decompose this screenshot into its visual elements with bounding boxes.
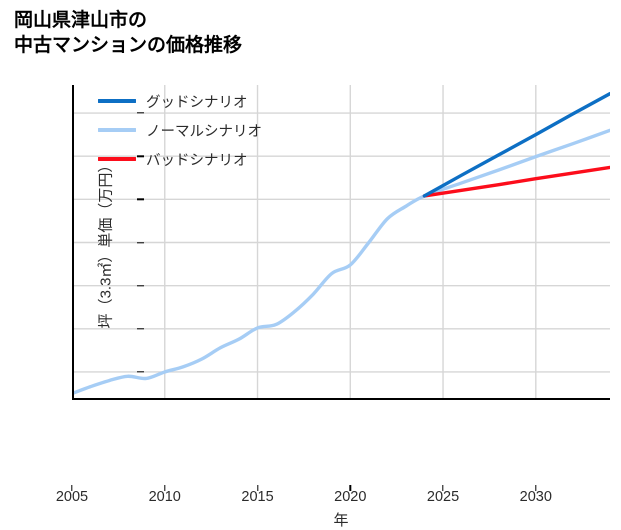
x-tick-label: 2015 bbox=[241, 489, 274, 505]
x-tick-mark bbox=[349, 485, 351, 491]
x-tick-label: 2030 bbox=[519, 489, 552, 505]
gridlines bbox=[72, 85, 610, 400]
legend-color-swatch bbox=[98, 128, 136, 132]
x-tick-label: 2025 bbox=[426, 489, 460, 505]
x-axis-title: 年 bbox=[333, 512, 349, 529]
x-tick-mark bbox=[535, 485, 537, 491]
legend-item-label: グッドシナリオ bbox=[146, 94, 248, 111]
chart-figure: 岡山県津山市の 中古マンションの価格推移 30405060708090 2005… bbox=[14, 10, 610, 529]
legend-color-swatch bbox=[98, 157, 136, 161]
legend-item-label: バッドシナリオ bbox=[146, 152, 248, 169]
x-tick-mark bbox=[256, 485, 259, 491]
x-axis-line bbox=[72, 398, 610, 400]
page-title: 岡山県津山市の 中古マンションの価格推移 bbox=[14, 10, 243, 57]
y-tick-mark bbox=[137, 284, 144, 287]
legend-color-swatch bbox=[98, 99, 136, 103]
x-tick-label: 2010 bbox=[148, 489, 181, 505]
x-tick-mark bbox=[71, 485, 73, 491]
chart-legend: グッドシナリオ ノーマルシナリオ バッドシナリオ bbox=[98, 93, 262, 169]
plot-area: 30405060708090 200520102015202020252030 … bbox=[56, 85, 610, 529]
legend-item[interactable]: バッドシナリオ bbox=[98, 151, 262, 169]
y-tick-mark bbox=[137, 241, 144, 244]
legend-item[interactable]: グッドシナリオ bbox=[98, 93, 262, 111]
x-tick-mark bbox=[164, 485, 166, 491]
series-line bbox=[422, 165, 610, 198]
x-tick-mark bbox=[442, 485, 444, 491]
series-line bbox=[422, 91, 610, 198]
y-tick-mark bbox=[137, 371, 144, 373]
legend-item-label: ノーマルシナリオ bbox=[146, 123, 262, 140]
plot-canvas bbox=[72, 85, 610, 400]
x-tick-label: 2005 bbox=[55, 489, 89, 505]
y-tick-mark bbox=[137, 198, 144, 201]
y-tick-mark bbox=[137, 155, 144, 157]
y-tick-mark bbox=[137, 112, 144, 114]
y-tick-mark bbox=[137, 328, 144, 330]
series-line bbox=[72, 128, 610, 396]
y-axis-line bbox=[72, 85, 74, 400]
x-tick-label: 2020 bbox=[334, 489, 367, 505]
legend-item[interactable]: ノーマルシナリオ bbox=[98, 122, 262, 140]
